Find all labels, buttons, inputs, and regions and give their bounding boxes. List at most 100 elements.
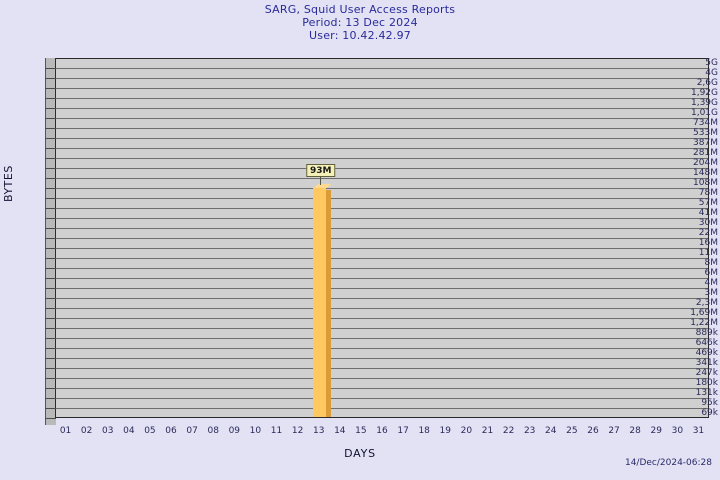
y-axis-tick-mark bbox=[45, 78, 56, 79]
y-axis-tick-mark bbox=[45, 238, 56, 239]
x-axis-tick-label: 07 bbox=[186, 426, 198, 436]
bar-front-face bbox=[312, 186, 326, 417]
y-axis-tick-mark bbox=[45, 278, 56, 279]
y-axis-tick-label: 57M bbox=[698, 198, 718, 208]
gridline bbox=[56, 188, 708, 189]
report-period: Period: 13 Dec 2024 bbox=[302, 16, 418, 29]
gridline bbox=[56, 368, 708, 369]
y-axis-tick-mark bbox=[45, 338, 56, 339]
y-axis-tick-label: 69k bbox=[701, 408, 718, 418]
x-axis-tick-label: 14 bbox=[334, 426, 346, 436]
gridline bbox=[56, 88, 708, 89]
x-axis-tick-label: 21 bbox=[481, 426, 494, 436]
gridline bbox=[56, 98, 708, 99]
gridline bbox=[56, 218, 708, 219]
x-axis-tick-label: 05 bbox=[144, 426, 156, 436]
gridline bbox=[56, 158, 708, 159]
y-axis-tick-mark bbox=[45, 118, 56, 119]
y-axis-tick-label: 22M bbox=[698, 228, 718, 238]
y-axis-tick-mark bbox=[45, 408, 56, 409]
y-axis-tick-label: 5G bbox=[705, 58, 718, 68]
gridline bbox=[56, 238, 708, 239]
plot-3d-side-face bbox=[45, 58, 56, 425]
gridline bbox=[56, 388, 708, 389]
y-axis-tick-label: 30M bbox=[698, 218, 718, 228]
generated-timestamp: 14/Dec/2024-06:28 bbox=[624, 458, 712, 468]
x-axis-tick-label: 23 bbox=[523, 426, 536, 436]
y-axis-tick-label: 78M bbox=[698, 188, 718, 198]
y-axis-tick-mark bbox=[45, 178, 56, 179]
gridline bbox=[56, 338, 708, 339]
gridline bbox=[56, 328, 708, 329]
y-axis-tick-label: 4G bbox=[705, 68, 718, 78]
gridline bbox=[56, 308, 708, 309]
y-axis-tick-label: 387M bbox=[693, 138, 718, 148]
gridline bbox=[56, 378, 708, 379]
y-axis-tick-label: 1,69M bbox=[690, 308, 718, 318]
y-axis-tick-label: 734M bbox=[693, 118, 718, 128]
x-axis-tick-label: 26 bbox=[587, 426, 599, 436]
y-axis-tick-mark bbox=[45, 328, 56, 329]
x-axis-tick-label: 28 bbox=[629, 426, 641, 436]
x-axis-tick-label: 17 bbox=[397, 426, 409, 436]
x-axis-tick-label: 09 bbox=[228, 426, 241, 436]
gridline bbox=[56, 148, 708, 149]
x-axis-tick-label: 25 bbox=[566, 426, 578, 436]
y-axis-tick-mark bbox=[45, 98, 56, 99]
y-axis-tick-mark bbox=[45, 68, 56, 69]
x-axis-tick-label: 31 bbox=[692, 426, 705, 436]
x-axis-tick-label: 19 bbox=[439, 426, 452, 436]
x-axis-tick-label: 13 bbox=[312, 426, 325, 436]
x-axis-tick-label: 18 bbox=[418, 426, 430, 436]
gridline bbox=[56, 268, 708, 269]
x-axis-tick-label: 10 bbox=[249, 426, 262, 436]
y-axis-tick-label: 180k bbox=[695, 378, 718, 388]
y-axis-tick-mark bbox=[45, 168, 56, 169]
page-title: SARG, Squid User Access Reports bbox=[264, 3, 456, 16]
y-axis-tick-label: 148M bbox=[693, 168, 718, 178]
gridline bbox=[56, 288, 708, 289]
gridline bbox=[56, 118, 708, 119]
y-axis-tick-label: 41M bbox=[698, 208, 718, 218]
y-axis-tick-mark bbox=[45, 198, 56, 199]
chart-plot-area: 93M bbox=[45, 58, 710, 425]
x-axis-tick-label: 01 bbox=[59, 426, 72, 436]
x-axis-tick-label: 20 bbox=[460, 426, 473, 436]
gridline bbox=[56, 408, 708, 409]
plot-canvas: 93M bbox=[55, 58, 709, 418]
y-axis-tick-mark bbox=[45, 318, 56, 319]
y-axis-tick-label: 469k bbox=[695, 348, 718, 358]
gridline bbox=[56, 398, 708, 399]
y-axis-tick-mark bbox=[45, 248, 56, 249]
gridline bbox=[56, 128, 708, 129]
y-axis-tick-mark bbox=[45, 158, 56, 159]
y-axis-tick-label: 2,6G bbox=[696, 78, 718, 88]
bar-top-face bbox=[313, 183, 332, 188]
y-axis-tick-mark bbox=[45, 368, 56, 369]
y-axis-tick-label: 1,01G bbox=[690, 108, 718, 118]
y-axis-tick-mark bbox=[45, 228, 56, 229]
y-axis-tick-mark bbox=[45, 208, 56, 209]
gridline bbox=[56, 78, 708, 79]
x-axis-tick-label: 29 bbox=[650, 426, 662, 436]
y-axis-tick-mark bbox=[45, 258, 56, 259]
y-axis-tick-mark bbox=[45, 108, 56, 109]
x-axis-tick-label: 08 bbox=[207, 426, 219, 436]
x-axis-tick-label: 06 bbox=[165, 426, 177, 436]
y-axis-tick-mark bbox=[45, 308, 56, 309]
x-axis-tick-label: 16 bbox=[376, 426, 388, 436]
y-axis-tick-label: 889k bbox=[695, 328, 718, 338]
gridline bbox=[56, 318, 708, 319]
gridline bbox=[56, 168, 708, 169]
bar bbox=[312, 183, 332, 417]
bar-side-face bbox=[325, 189, 331, 417]
y-axis-tick-mark bbox=[45, 128, 56, 129]
gridline bbox=[56, 178, 708, 179]
x-axis-tick-label: 02 bbox=[80, 426, 93, 436]
y-axis-tick-label: 3M bbox=[704, 288, 719, 298]
y-axis-tick-label: 646k bbox=[695, 338, 718, 348]
gridline bbox=[56, 298, 708, 299]
x-axis-title: DAYS bbox=[344, 447, 376, 460]
y-axis-tick-mark bbox=[45, 188, 56, 189]
y-axis-tick-label: 204M bbox=[693, 158, 718, 168]
